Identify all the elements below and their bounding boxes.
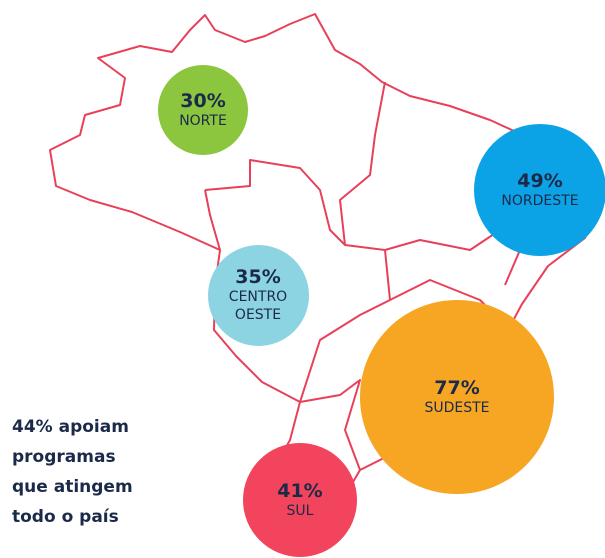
region-value: 49% [517, 169, 563, 192]
region-bubble: 35% CENTRO OESTE [207, 244, 309, 346]
region-bubble: 49% NORDESTE [474, 124, 605, 256]
note-line: programas [12, 447, 116, 467]
region-border [204, 159, 391, 403]
note-line: que atingem [12, 477, 133, 497]
region-border [299, 379, 361, 471]
note-line: todo o país [12, 507, 119, 527]
region-border [204, 189, 221, 251]
note: 44% apoiam programas que atingem todo o paí… [12, 412, 133, 532]
region-bubble: 30% NORTE [158, 65, 248, 155]
region-name: CENTRO OESTE [228, 289, 288, 323]
region-name: NORTE [179, 113, 227, 129]
region-name: NORDESTE [501, 192, 579, 209]
region-name: SUL [286, 502, 314, 519]
region-value: 30% [180, 90, 226, 112]
region-bubble: 77% SUDESTE [360, 300, 554, 494]
region-value: 77% [434, 376, 480, 399]
region-value: 35% [235, 266, 281, 288]
region-name: SUDESTE [424, 399, 490, 416]
region-value: 41% [277, 479, 323, 502]
region-border [339, 81, 386, 246]
region-border [384, 229, 521, 286]
region-bubble: 41% SUL [242, 442, 358, 558]
note-line: 44% apoiam [12, 417, 129, 437]
